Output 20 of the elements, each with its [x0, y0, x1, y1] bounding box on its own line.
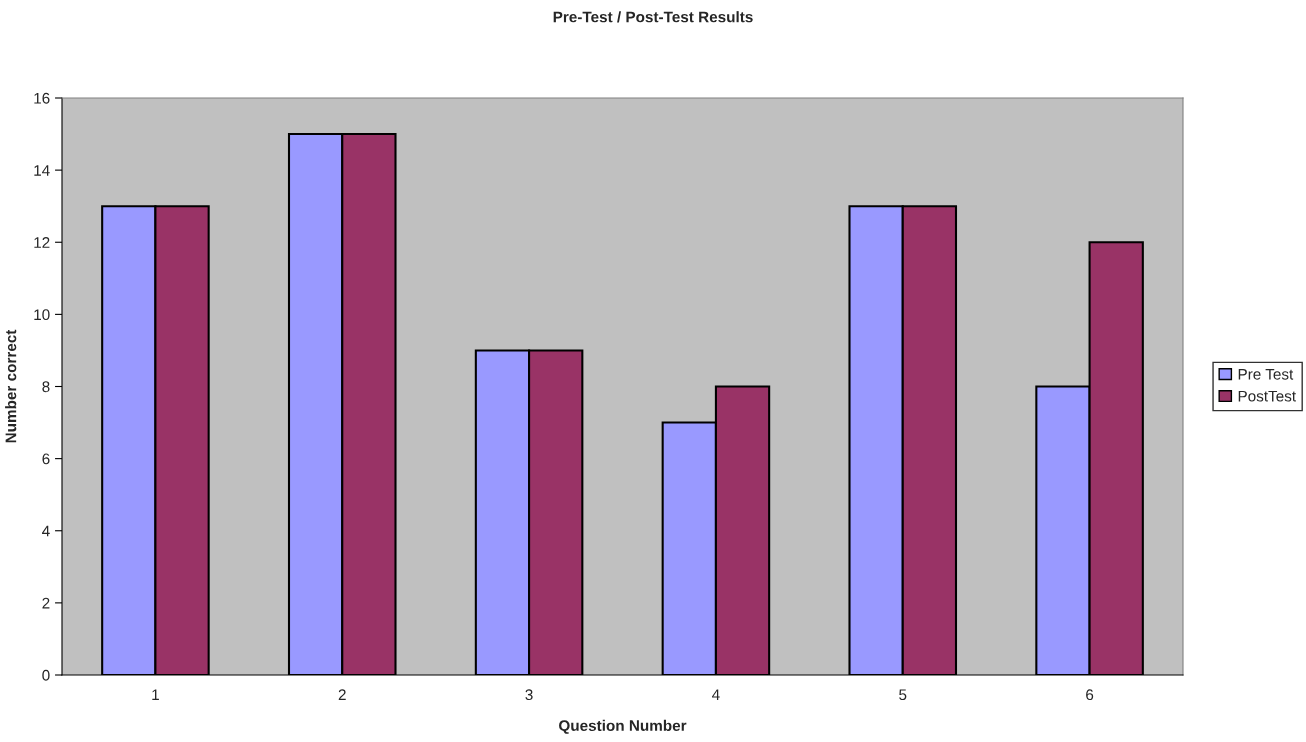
x-tick-label: 2	[338, 689, 346, 700]
y-tick-label: 2	[42, 597, 50, 609]
x-tick-label: 3	[525, 689, 533, 701]
x-tick-label: 6	[1086, 689, 1094, 701]
legend-label: Pre Test	[1238, 369, 1294, 380]
y-tick-label: 10	[34, 309, 50, 321]
x-tick-label: 4	[712, 689, 720, 700]
x-tick-label: 1	[152, 689, 159, 700]
x-axis-title: Question Number	[559, 719, 687, 734]
chart-title: Pre-Test / Post-Test Results	[553, 11, 753, 23]
x-tick-label: 5	[899, 689, 907, 701]
y-tick-label: 0	[42, 669, 50, 681]
y-tick-label: 6	[42, 453, 50, 465]
y-axis-title: Number correct	[5, 329, 17, 443]
legend-label: PostTest	[1238, 390, 1296, 402]
y-tick-label: 16	[34, 92, 50, 104]
y-tick-label: 14	[34, 165, 50, 176]
y-tick-label: 4	[42, 525, 50, 537]
y-tick-label: 8	[42, 381, 50, 393]
y-tick-label: 12	[34, 237, 50, 248]
